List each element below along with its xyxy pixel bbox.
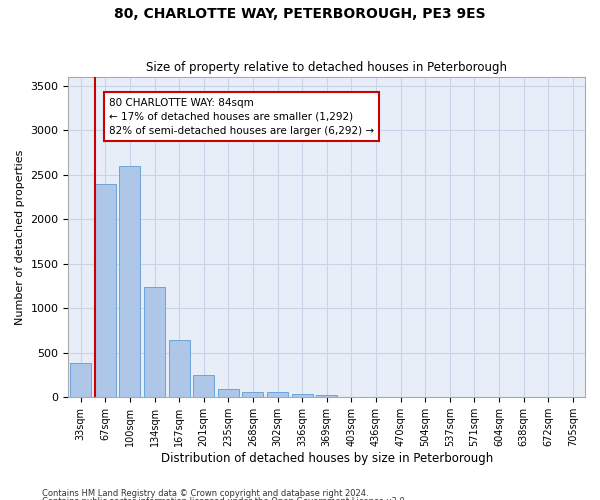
Text: 80 CHARLOTTE WAY: 84sqm
← 17% of detached houses are smaller (1,292)
82% of semi: 80 CHARLOTTE WAY: 84sqm ← 17% of detache… bbox=[109, 98, 374, 136]
Bar bbox=[218, 390, 239, 398]
Text: Contains HM Land Registry data © Crown copyright and database right 2024.: Contains HM Land Registry data © Crown c… bbox=[42, 488, 368, 498]
Text: Contains public sector information licensed under the Open Government Licence v3: Contains public sector information licen… bbox=[42, 497, 407, 500]
Bar bbox=[144, 287, 165, 398]
X-axis label: Distribution of detached houses by size in Peterborough: Distribution of detached houses by size … bbox=[161, 452, 493, 465]
Bar bbox=[316, 394, 337, 398]
Bar bbox=[193, 374, 214, 398]
Bar bbox=[119, 166, 140, 398]
Bar bbox=[267, 392, 288, 398]
Y-axis label: Number of detached properties: Number of detached properties bbox=[15, 150, 25, 325]
Title: Size of property relative to detached houses in Peterborough: Size of property relative to detached ho… bbox=[146, 62, 507, 74]
Text: 80, CHARLOTTE WAY, PETERBOROUGH, PE3 9ES: 80, CHARLOTTE WAY, PETERBOROUGH, PE3 9ES bbox=[114, 8, 486, 22]
Bar bbox=[70, 362, 91, 398]
Bar bbox=[95, 184, 116, 398]
Bar bbox=[242, 392, 263, 398]
Bar bbox=[169, 340, 190, 398]
Bar bbox=[292, 394, 313, 398]
